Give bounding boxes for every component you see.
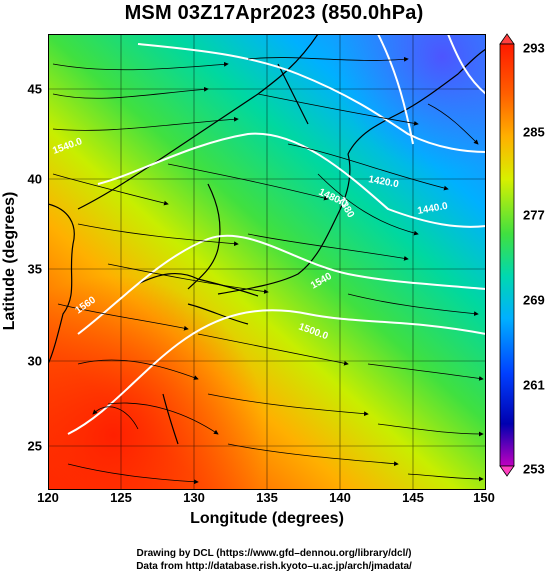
contour-label: 1560 [73,294,98,316]
colorbar-tick-label: 277 [523,207,545,223]
y-tick-label: 25 [27,438,42,454]
contour-labels: 1540.0 1500.0 1480.0 1440.0 1420.0 1380 … [51,136,449,343]
colorbar-tick-label: 285 [523,124,545,140]
contour-label: 1380 [335,195,356,220]
map-plot-area [48,34,486,490]
contour-label: 1540.0 [51,136,84,157]
chart-title: MSM 03Z17Apr2023 (850.0hPa) [124,2,424,24]
x-tick-label: 150 [473,490,495,505]
x-tick-label: 130 [183,490,205,505]
colorbar-tick-label: 261 [523,377,545,393]
colorbar-gradient [499,43,515,467]
colorbar-tick-label: 269 [523,292,545,308]
contour-label: 1500.0 [297,321,330,342]
contour-label: 1540 [309,271,334,292]
colorbar-bottom-arrow [499,465,515,477]
x-tick-label: 125 [110,490,132,505]
y-tick-label: 35 [27,261,42,277]
y-axis-label: Latitude (degrees) [1,191,18,331]
contour-label: 1440.0 [417,201,449,217]
colorbar-tick-label: 253 [523,461,545,477]
geopotential-contours [67,34,486,435]
y-tick-label: 45 [27,81,42,97]
footer-credit-drawing: Drawing by DCL (https://www.gfd–dennou.o… [136,548,412,559]
colorbar-tick-label: 293 [523,40,545,56]
x-tick-label: 140 [329,490,351,505]
footer-credit-data: Data from http://database.rish.kyoto–u.a… [136,561,412,572]
x-tick-label: 120 [37,490,59,505]
contour-label: 1420.0 [367,174,399,190]
wind-streamlines [52,56,484,485]
x-axis-label: Longitude (degrees) [190,510,344,527]
colorbar-top-arrow [499,33,515,45]
grid-lines [48,34,486,490]
y-tick-label: 40 [27,171,42,187]
y-tick-label: 30 [27,353,42,369]
colorbar [499,33,515,477]
x-tick-label: 145 [402,490,424,505]
x-tick-label: 135 [256,490,278,505]
coastlines [48,34,486,445]
